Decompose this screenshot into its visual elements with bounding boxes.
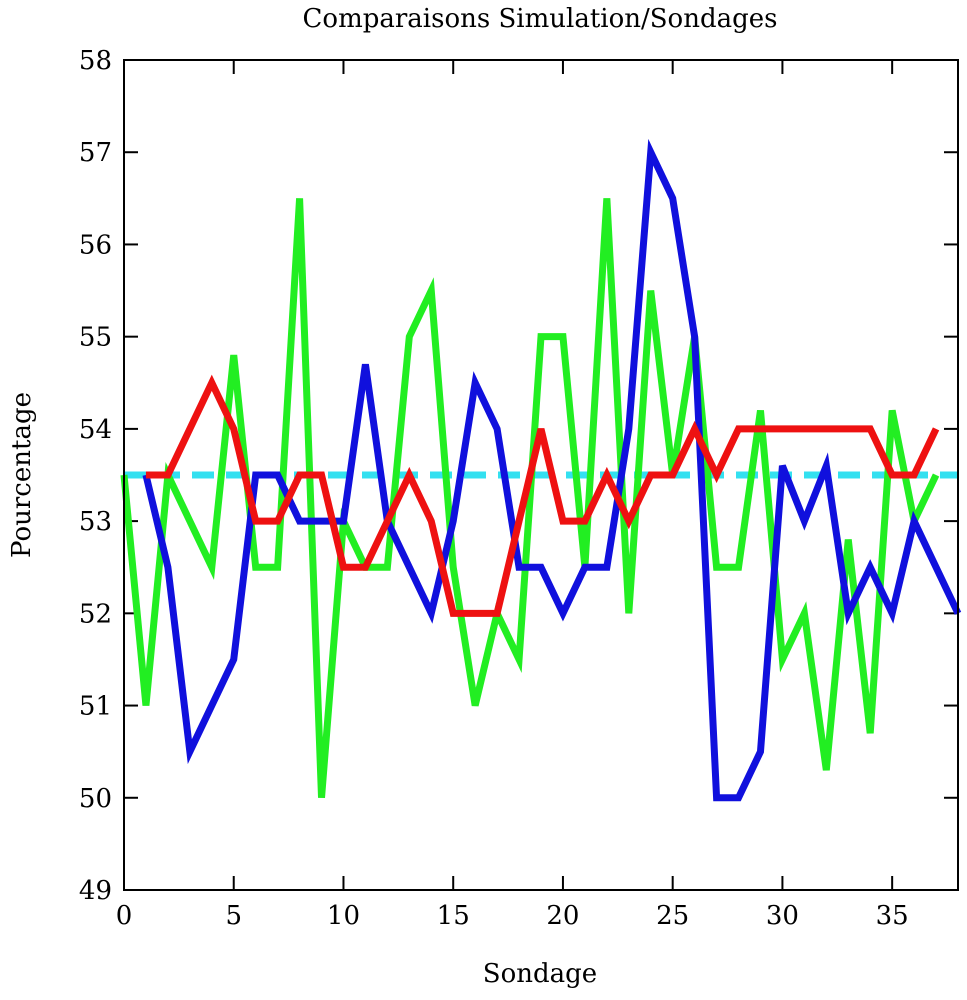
chart-title: Comparaisons Simulation/Sondages <box>303 4 778 34</box>
x-tick-label: 20 <box>546 901 579 931</box>
x-tick-label: 5 <box>225 901 242 931</box>
y-tick-label: 54 <box>79 415 112 445</box>
x-tick-label: 15 <box>437 901 470 931</box>
y-tick-label: 49 <box>79 876 112 906</box>
x-tick-label: 35 <box>876 901 909 931</box>
x-tick-label: 10 <box>327 901 360 931</box>
series-lines <box>120 138 962 802</box>
x-axis-title: Sondage <box>483 959 597 989</box>
plot-frame <box>123 59 959 891</box>
y-tick-label: 51 <box>79 692 112 722</box>
y-tick-label: 55 <box>79 323 112 353</box>
y-tick-label: 50 <box>79 784 112 814</box>
y-tick-label: 58 <box>79 46 112 76</box>
axis-ticks: 49 50 51 52 53 54 55 56 57 58 0 5 10 15 20 25 30 35 <box>79 46 958 931</box>
series-line-3 <box>145 374 940 617</box>
x-tick-label: 25 <box>656 901 689 931</box>
series-line-1 <box>120 198 940 799</box>
y-tick-label: 57 <box>79 138 112 168</box>
y-tick-label: 53 <box>79 507 112 537</box>
y-axis-title: Pourcentage <box>7 392 37 558</box>
y-tick-label: 56 <box>79 230 112 260</box>
x-tick-label: 30 <box>766 901 799 931</box>
x-tick-label: 0 <box>116 901 133 931</box>
series-line-2 <box>142 138 962 802</box>
y-tick-label: 52 <box>79 599 112 629</box>
